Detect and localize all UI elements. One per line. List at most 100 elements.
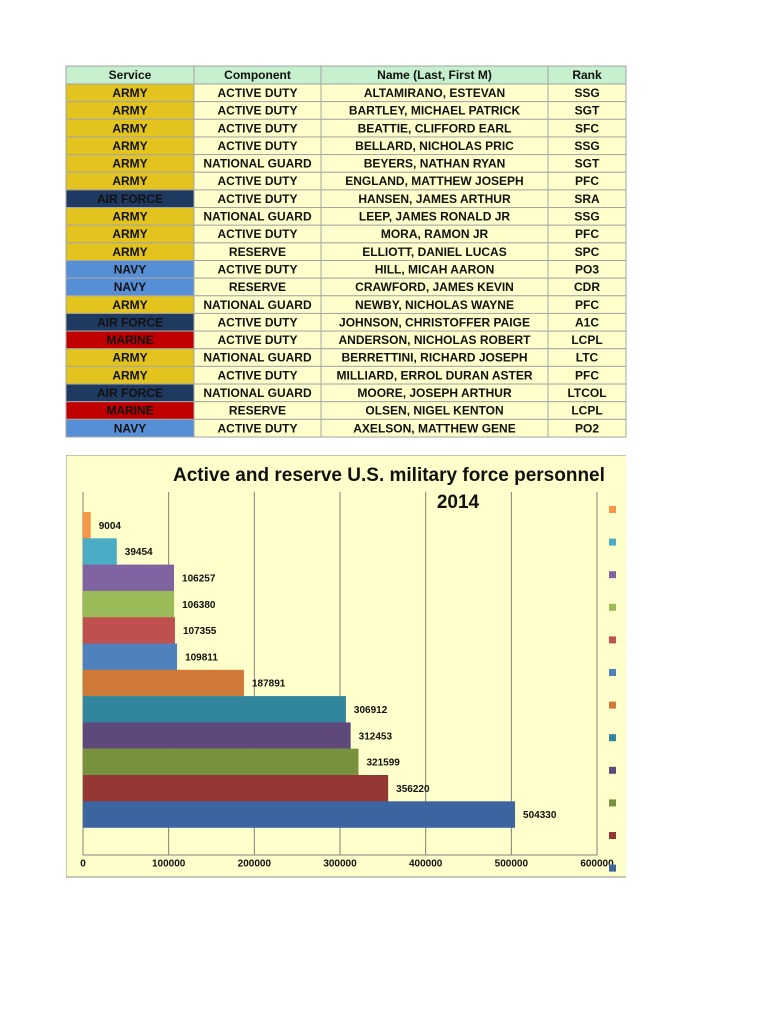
cell-text: RESERVE [229, 280, 286, 294]
cell-text: BEATTIE, CLIFFORD EARL [358, 121, 512, 135]
cell-text: PFC [575, 298, 599, 312]
cell-text: AXELSON, MATTHEW GENE [353, 421, 515, 435]
legend-swatch [609, 506, 616, 513]
service-text: AIR FORCE [97, 315, 163, 329]
data-label: 321599 [367, 758, 401, 769]
cell-text: ENGLAND, MATTHEW JOSEPH [345, 174, 523, 188]
service-text: ARMY [112, 298, 147, 312]
cell-text: CDR [574, 280, 600, 294]
service-text: MARINE [106, 333, 153, 347]
service-text: ARMY [112, 121, 147, 135]
legend-swatch [609, 669, 616, 676]
cell-text: PO3 [575, 262, 599, 276]
bar [83, 775, 389, 802]
cell-text: LEEP, JAMES RONALD JR [359, 210, 510, 224]
cell-text: PFC [575, 227, 599, 241]
cell-text: MILLIARD, ERROL DURAN ASTER [337, 368, 533, 382]
bar [83, 617, 175, 644]
cell-text: HANSEN, JAMES ARTHUR [358, 192, 511, 206]
cell-text: ACTIVE DUTY [217, 104, 297, 118]
data-label: 356220 [396, 784, 430, 795]
cell-text: PO2 [575, 421, 599, 435]
cell-text: ACTIVE DUTY [217, 174, 297, 188]
legend-swatch [609, 734, 616, 742]
service-text: ARMY [112, 139, 147, 153]
bar [83, 512, 91, 539]
service-text: ARMY [112, 227, 147, 241]
cell-text: A1C [575, 315, 599, 329]
cell-text: ACTIVE DUTY [217, 333, 297, 347]
legend-swatch [609, 603, 616, 611]
cell-text: SSG [574, 210, 599, 224]
data-label: 312453 [359, 731, 393, 742]
cell-text: SGT [575, 104, 600, 118]
header-text: Rank [572, 68, 602, 82]
header-text: Component [224, 68, 291, 82]
cell-text: PFC [575, 368, 599, 382]
service-text: NAVY [114, 262, 146, 276]
data-label: 39454 [125, 547, 153, 558]
cell-text: ACTIVE DUTY [217, 262, 297, 276]
service-text: ARMY [112, 368, 147, 382]
cell-text: PFC [575, 174, 599, 188]
cell-text: RESERVE [229, 404, 286, 418]
cell-text: SFC [575, 121, 599, 135]
cell-text: ALTAMIRANO, ESTEVAN [364, 86, 505, 100]
service-text: AIR FORCE [97, 386, 163, 400]
x-tick-label: 0 [80, 859, 86, 870]
x-tick-label: 400000 [409, 859, 443, 870]
bar [83, 643, 178, 670]
chart-title: 2014 [437, 492, 480, 513]
cell-text: BELLARD, NICHOLAS PRIC [355, 139, 514, 153]
bar [83, 696, 346, 723]
cell-text: ACTIVE DUTY [217, 121, 297, 135]
cell-text: NATIONAL GUARD [203, 157, 312, 171]
cell-text: ANDERSON, NICHOLAS ROBERT [338, 333, 531, 347]
cell-text: ACTIVE DUTY [217, 227, 297, 241]
service-text: MARINE [106, 404, 153, 418]
cell-text: NEWBY, NICHOLAS WAYNE [355, 298, 514, 312]
service-text: ARMY [112, 86, 147, 100]
cell-text: ACTIVE DUTY [217, 192, 297, 206]
cell-text: SSG [574, 139, 599, 153]
cell-text: BEYERS, NATHAN RYAN [364, 157, 506, 171]
cell-text: LTC [576, 351, 599, 365]
data-label: 106380 [182, 600, 216, 611]
service-text: NAVY [114, 280, 146, 294]
bar [83, 669, 244, 697]
service-text: ARMY [112, 210, 147, 224]
bar [83, 538, 117, 565]
cell-text: NATIONAL GUARD [203, 351, 312, 365]
data-label: 106257 [182, 573, 216, 584]
header-text: Name (Last, First M) [377, 68, 492, 82]
cell-text: BARTLEY, MICHAEL PATRICK [349, 104, 521, 118]
cell-text: ACTIVE DUTY [217, 86, 297, 100]
service-text: ARMY [112, 245, 147, 259]
cell-text: ACTIVE DUTY [217, 421, 297, 435]
cell-text: ACTIVE DUTY [217, 315, 297, 329]
cell-text: LCPL [571, 404, 602, 418]
service-text: ARMY [112, 174, 147, 188]
bar [83, 801, 516, 828]
data-label: 9004 [99, 521, 122, 532]
x-tick-label: 500000 [495, 859, 529, 870]
service-text: ARMY [112, 104, 147, 118]
cell-text: RESERVE [229, 245, 286, 259]
cell-text: MORA, RAMON JR [381, 227, 489, 241]
cell-text: NATIONAL GUARD [203, 298, 312, 312]
legend-swatch [609, 538, 616, 546]
legend-swatch [609, 766, 616, 774]
x-tick-label: 600000 [580, 859, 614, 870]
cell-text: BERRETTINI, RICHARD JOSEPH [341, 351, 527, 365]
bar [83, 590, 175, 618]
header-text: Service [109, 68, 152, 82]
cell-text: SPC [575, 245, 600, 259]
data-label: 107355 [183, 626, 217, 637]
cell-text: NATIONAL GUARD [203, 210, 312, 224]
cell-text: ELLIOTT, DANIEL LUCAS [362, 245, 506, 259]
legend-swatch [609, 864, 616, 872]
bar [83, 564, 175, 592]
data-label: 187891 [252, 679, 286, 690]
